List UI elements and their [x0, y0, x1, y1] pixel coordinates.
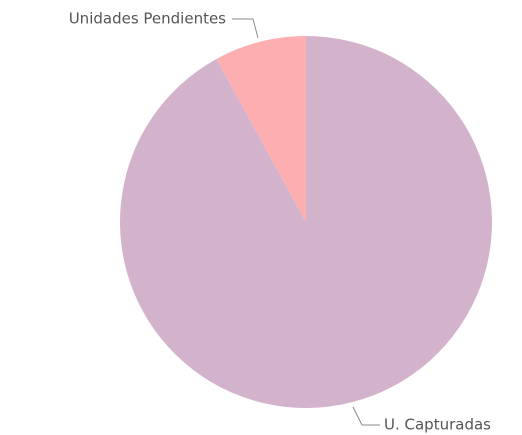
slice-label: Unidades Pendientes [69, 10, 226, 28]
leader-line [232, 18, 259, 39]
pie-slice [216, 36, 306, 222]
leader-line [352, 406, 380, 426]
slice-label: U. Capturadas [384, 416, 491, 434]
pie-slice [119, 36, 492, 409]
